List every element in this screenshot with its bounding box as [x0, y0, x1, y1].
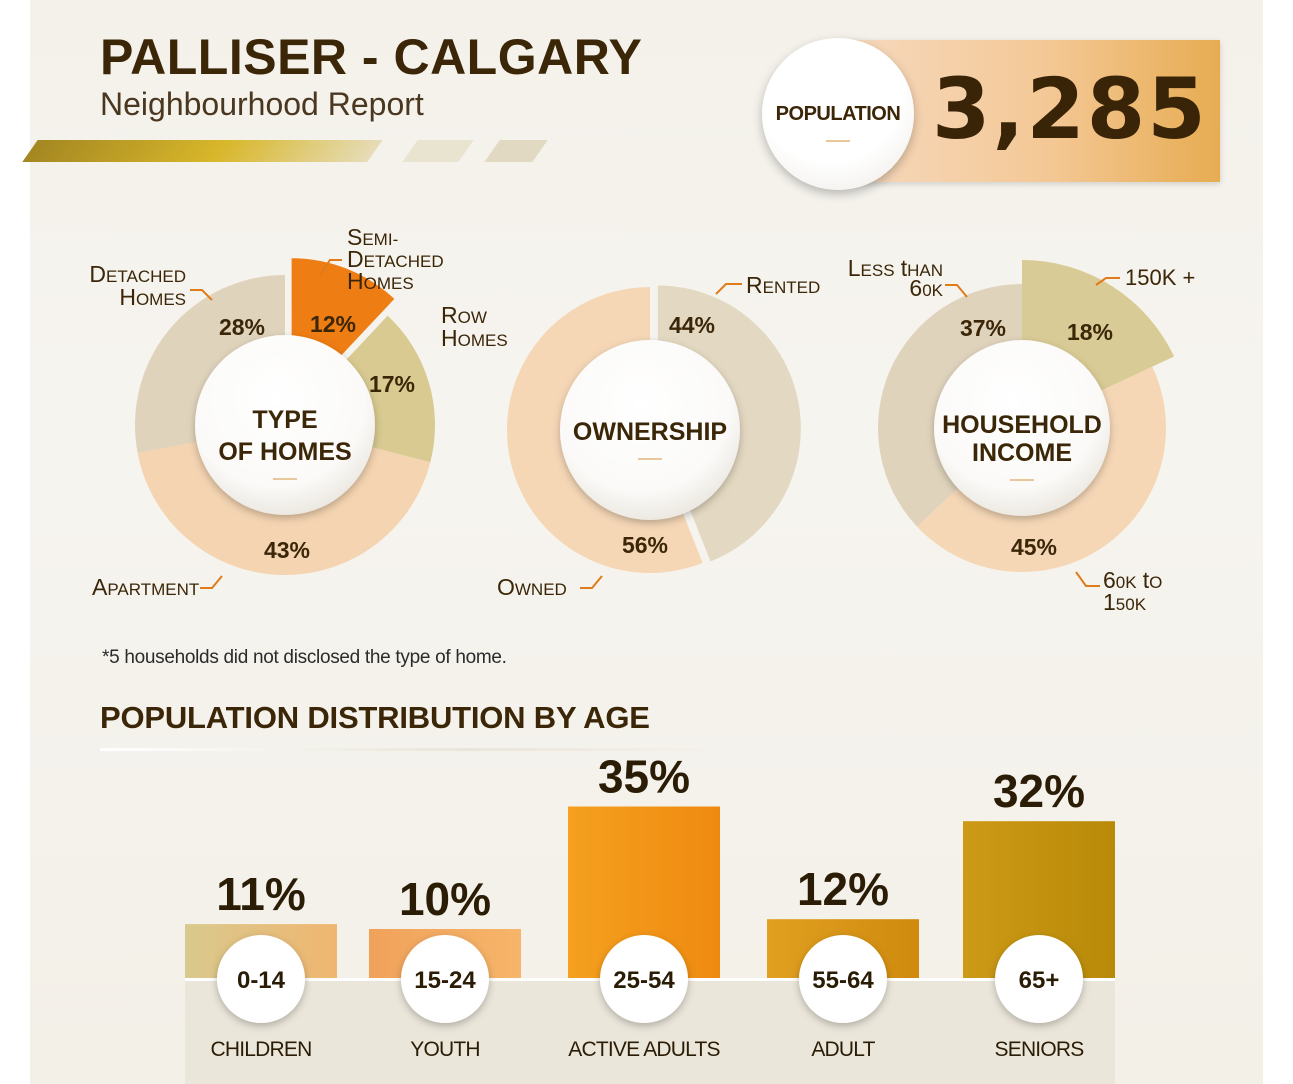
bar-value-label: 12%	[797, 863, 889, 915]
population-value: 3,285	[932, 60, 1208, 158]
bar-value-label: 11%	[216, 868, 306, 920]
age-range-label: 65+	[1019, 967, 1060, 994]
badge-dash	[826, 140, 850, 142]
footnote: *5 households did not disclosed the type…	[102, 647, 507, 668]
age-range-label: 25-54	[613, 967, 675, 994]
page-subtitle: Neighbourhood Report	[100, 86, 424, 122]
age-group-label: YOUTH	[410, 1038, 480, 1061]
population-badge: POPULATION	[762, 38, 914, 190]
page-title: PALLISER - CALGARY	[100, 29, 643, 85]
population-label: POPULATION	[775, 102, 901, 125]
age-range-label: 15-24	[414, 967, 476, 994]
age-group-label: SENIORS	[995, 1038, 1085, 1061]
age-range-badge	[217, 935, 305, 1023]
bar-value-label: 35%	[598, 751, 690, 803]
age-group-label: ACTIVE ADULTS	[568, 1038, 720, 1061]
age-section-title: POPULATION DISTRIBUTION BY AGE	[100, 700, 650, 735]
age-group-label: ADULT	[811, 1038, 875, 1061]
bar-value-label: 32%	[993, 765, 1085, 817]
age-group-label: CHILDREN	[211, 1038, 312, 1061]
section-underline	[100, 748, 708, 751]
age-range-label: 0-14	[237, 967, 286, 994]
age-range-badge	[799, 935, 887, 1023]
age-range-badge	[401, 935, 489, 1023]
age-range-badge	[600, 935, 688, 1023]
age-range-label: 55-64	[812, 967, 874, 994]
bar-value-label: 10%	[399, 873, 491, 925]
age-range-badge	[995, 935, 1083, 1023]
